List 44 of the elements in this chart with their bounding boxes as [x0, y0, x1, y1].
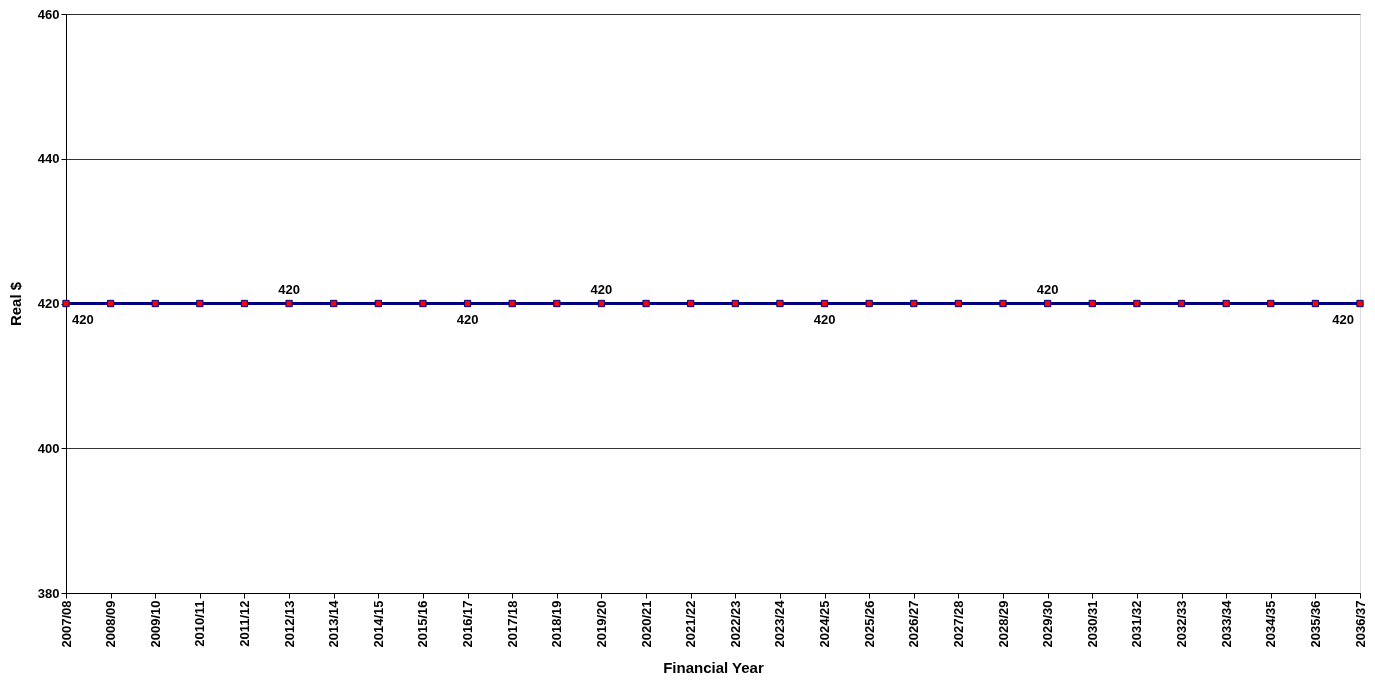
y-tick-label: 460	[37, 6, 60, 22]
data-label: 420	[72, 311, 94, 327]
x-axis-title: Financial Year	[663, 659, 764, 677]
x-tick-label: 2020/21	[638, 600, 654, 648]
x-tick-label: 2010/11	[192, 600, 208, 647]
x-tick-label: 2013/14	[326, 599, 342, 648]
x-tick-label: 2017/18	[504, 600, 520, 648]
x-tick-label: 2022/23	[727, 600, 743, 648]
data-label: 420	[456, 311, 479, 327]
data-label: 420	[278, 281, 300, 297]
x-tick-label: 2036/37	[1352, 600, 1368, 648]
x-tick-label: 2034/35	[1263, 600, 1279, 648]
x-tick-label: 2024/25	[817, 600, 833, 648]
data-label: 420	[590, 281, 613, 297]
x-tick-label: 2028/29	[995, 600, 1011, 648]
x-tick-label: 2026/27	[906, 600, 922, 648]
data-label: 420	[1036, 281, 1059, 297]
y-tick-label: 380	[37, 585, 60, 601]
y-tick-label: 400	[37, 440, 60, 456]
x-tick-label: 2029/30	[1040, 600, 1056, 648]
x-tick-label: 2016/17	[460, 600, 476, 648]
data-label: 420	[813, 311, 836, 327]
x-tick-label: 2007/08	[58, 600, 74, 648]
x-tick-label: 2023/24	[772, 599, 788, 648]
x-tick-label: 2030/31	[1084, 600, 1100, 648]
x-tick-label: 2014/15	[370, 600, 386, 648]
x-tick-label: 2033/34	[1218, 599, 1234, 648]
data-label: 420	[1332, 311, 1354, 327]
x-tick-label: 2035/36	[1307, 600, 1323, 648]
y-axis-title: Real $	[6, 281, 24, 327]
x-tick-label: 2025/26	[861, 600, 877, 648]
y-tick-label: 440	[37, 151, 60, 167]
x-tick-label: 2021/22	[683, 600, 699, 648]
y-tick-label: 420	[37, 296, 60, 311]
x-tick-label: 2032/33	[1174, 600, 1190, 648]
x-tick-label: 2008/09	[103, 600, 119, 648]
x-tick-label: 2031/32	[1129, 600, 1145, 648]
x-tick-label: 2018/19	[549, 600, 565, 648]
x-tick-label: 2027/28	[950, 600, 966, 648]
x-tick-label: 2009/10	[147, 600, 163, 648]
x-tick-label: 2011/12	[236, 600, 252, 647]
x-tick-label: 2015/16	[415, 600, 431, 648]
x-tick-label: 2012/13	[281, 600, 297, 648]
x-tick-label: 2019/20	[593, 600, 609, 648]
